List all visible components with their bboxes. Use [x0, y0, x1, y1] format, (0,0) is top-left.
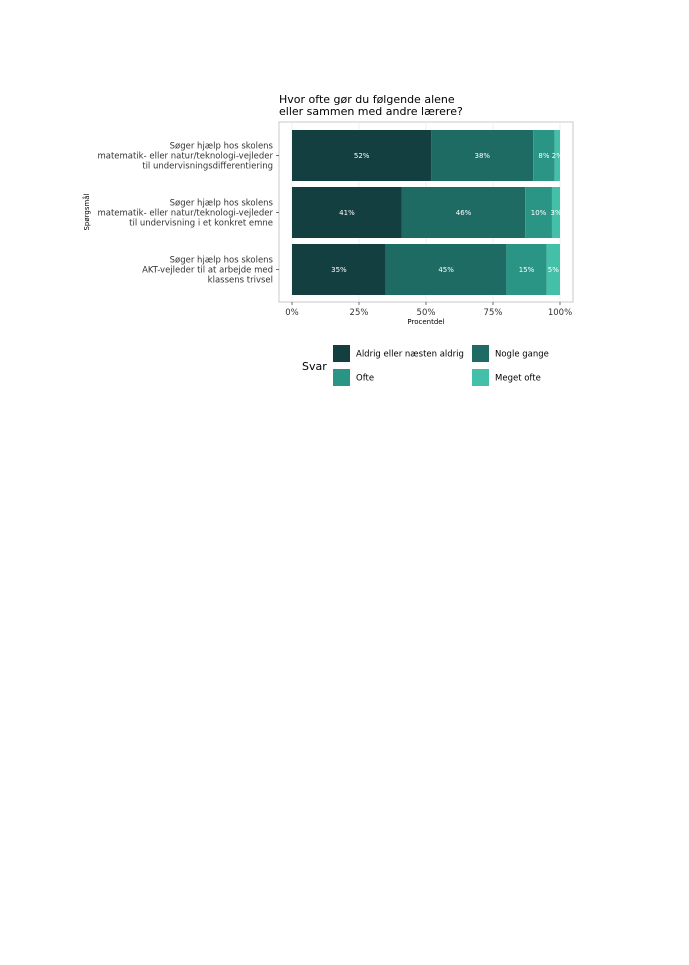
legend: Aldrig eller næsten aldrig Nogle gange Oft…: [333, 345, 549, 386]
bar-segment: [506, 244, 547, 295]
legend-swatch: [333, 369, 350, 386]
category-label: matematik- eller natur/teknologi-vejlede…: [97, 152, 273, 162]
category-label: til undervisningsdifferentiering: [142, 162, 273, 172]
bar-value-label: 41%: [339, 209, 355, 217]
chart-title-line-1: Hvor ofte gør du følgende alene: [279, 93, 455, 106]
legend-label: Aldrig eller næsten aldrig: [356, 350, 464, 360]
chart-title-line-2: eller sammen med andre lærere?: [279, 105, 463, 118]
legend-label: Ofte: [356, 374, 374, 384]
category-label: Søger hjælp hos skolens: [170, 256, 274, 266]
x-tick-label: 50%: [417, 308, 436, 318]
bar-segment: [525, 187, 552, 238]
x-tick-label: 0%: [285, 308, 299, 318]
bar-segment: [292, 187, 402, 238]
x-tick-label: 75%: [484, 308, 503, 318]
x-tick-label: 25%: [350, 308, 369, 318]
bar-segment: [385, 244, 507, 295]
bar-value-label: 45%: [438, 266, 454, 274]
y-axis-title: Spørgsmål: [82, 193, 91, 230]
bar-value-label: 35%: [331, 266, 347, 274]
bar-segment: [533, 130, 555, 181]
category-label: AKT-vejleder til at arbejde med: [142, 266, 273, 276]
category-label: Søger hjælp hos skolens: [170, 199, 274, 209]
x-tick-label: 100%: [548, 308, 572, 318]
bar-value-label: 38%: [474, 152, 490, 160]
x-axis-title: Procentdel: [407, 318, 444, 326]
legend-label: Nogle gange: [495, 350, 549, 360]
bar-segment: [401, 187, 526, 238]
bar-segment: [292, 244, 386, 295]
category-label: til undervisning i et konkret emne: [129, 219, 273, 229]
bar-segment: [292, 130, 432, 181]
legend-swatch: [472, 345, 489, 362]
legend-swatch: [472, 369, 489, 386]
bar-segment: [554, 130, 560, 181]
category-label: matematik- eller natur/teknologi-vejlede…: [97, 209, 273, 219]
legend-title: Svar: [302, 360, 327, 373]
bars: 52% 38% 8% 2% 41% 46% 10% 3% 35% 45% 15% 5%: [292, 130, 563, 295]
bar-value-label: 8%: [538, 152, 549, 160]
bar-value-label: 10%: [531, 209, 547, 217]
bar-value-label: 46%: [456, 209, 472, 217]
legend-label: Meget ofte: [495, 374, 541, 384]
category-label: klassens trivsel: [208, 276, 273, 286]
bar-segment: [551, 187, 560, 238]
legend-swatch: [333, 345, 350, 362]
bar-value-label: 3%: [550, 209, 561, 217]
category-label: Søger hjælp hos skolens: [170, 142, 274, 152]
bar-value-label: 15%: [519, 266, 535, 274]
bar-value-label: 52%: [354, 152, 370, 160]
bar-segment: [546, 244, 560, 295]
bar-value-label: 2%: [552, 152, 563, 160]
x-axis-ticks: 0% 25% 50% 75% 100%: [285, 302, 572, 318]
bar-value-label: 5%: [548, 266, 559, 274]
bar-segment: [431, 130, 534, 181]
